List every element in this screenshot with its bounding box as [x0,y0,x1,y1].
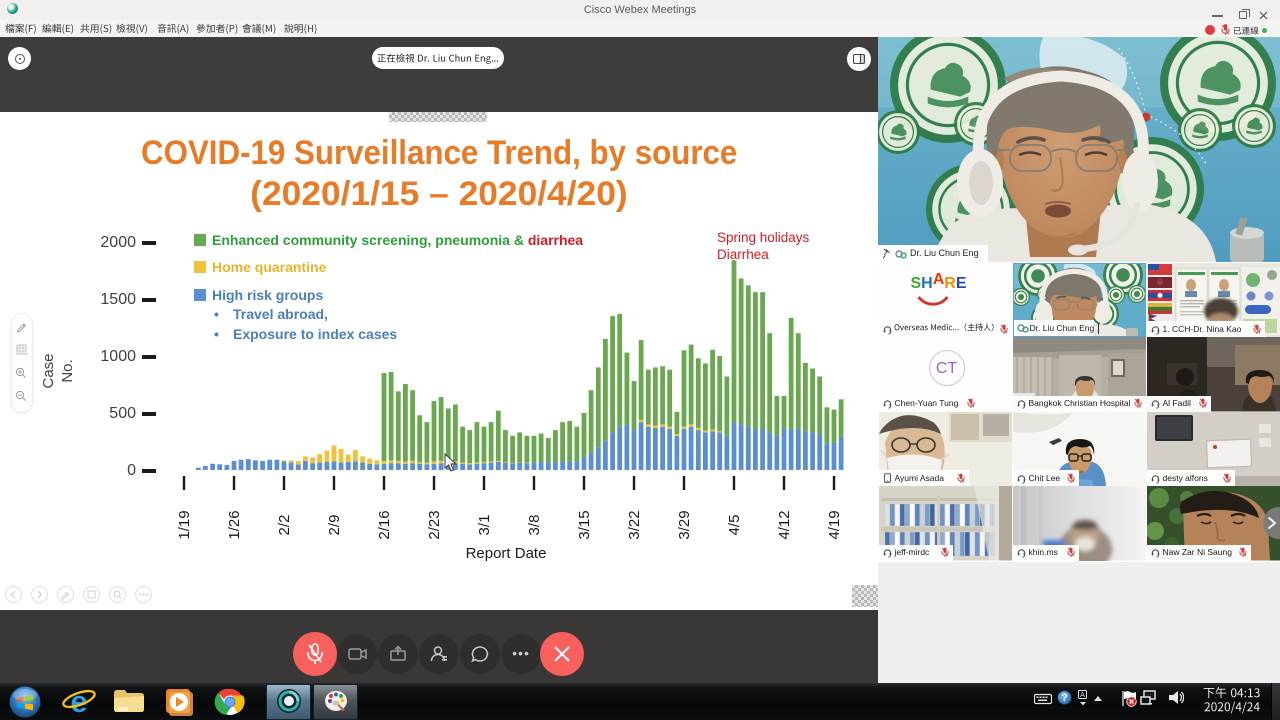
svg-text:e: e [70,684,87,718]
svg-text:A: A [1080,692,1085,699]
